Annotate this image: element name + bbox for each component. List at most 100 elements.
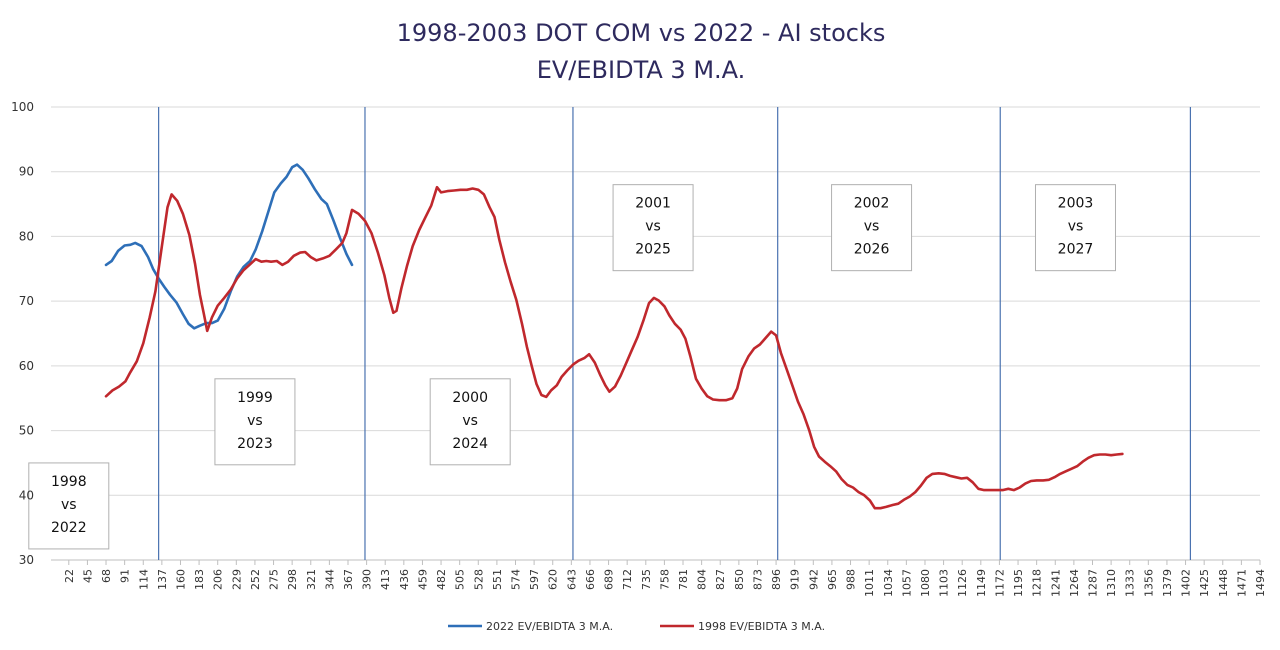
period-label-text: 2022 — [51, 520, 87, 536]
x-tick-label: 298 — [286, 569, 299, 590]
x-tick-label: 758 — [658, 569, 671, 590]
x-tick-label: 528 — [472, 569, 485, 590]
x-tick-label: 275 — [268, 569, 281, 590]
x-tick-label: 1241 — [1049, 569, 1062, 597]
period-label-box: 2000 vs 2024 — [429, 378, 511, 466]
x-tick-label: 1448 — [1217, 569, 1230, 597]
x-tick-label: 413 — [379, 569, 392, 590]
y-axis-ticks: 30 40 50 60 70 80 90 100 — [11, 100, 34, 567]
x-tick-label: 643 — [565, 569, 578, 590]
series-line-2022 — [104, 163, 354, 330]
x-tick-label: 68 — [100, 569, 113, 583]
period-label-frame — [612, 184, 694, 272]
x-tick-label: 942 — [807, 569, 820, 590]
period-label-box: 2001 vs 2025 — [612, 184, 694, 272]
y-tick-label: 60 — [19, 359, 34, 373]
x-tick-label: 206 — [212, 569, 225, 590]
x-tick-label: 965 — [826, 569, 839, 590]
x-tick-label: 1011 — [863, 569, 876, 597]
x-tick-label: 1034 — [882, 569, 895, 597]
gridlines — [51, 106, 1260, 561]
x-tick-label: 22 — [63, 569, 76, 583]
x-tick-label: 827 — [714, 569, 727, 590]
period-label-text: 2023 — [237, 436, 273, 452]
x-tick-label: 1379 — [1161, 569, 1174, 597]
x-tick-label: 1333 — [1124, 569, 1137, 597]
x-tick-label: 597 — [528, 569, 541, 590]
y-tick-label: 100 — [11, 100, 34, 114]
legend: 2022 EV/EBIDTA 3 M.A. 1998 EV/EBIDTA 3 M.… — [448, 620, 825, 633]
period-label-text: 2024 — [452, 436, 488, 452]
x-tick-label: 1057 — [900, 569, 913, 597]
period-label-frame — [1034, 184, 1116, 272]
x-tick-label: 1080 — [919, 569, 932, 597]
x-tick-label: 1425 — [1198, 569, 1211, 597]
x-tick-label: 1356 — [1142, 569, 1155, 597]
x-tick-label: 436 — [398, 569, 411, 590]
x-tick-label: 1149 — [975, 569, 988, 597]
period-label-box: 2002 vs 2026 — [831, 184, 913, 272]
period-label-text: 2027 — [1058, 242, 1094, 258]
period-label-frame — [831, 184, 913, 272]
chart-subtitle: EV/EBIDTA 3 M.A. — [537, 56, 746, 84]
x-tick-label: 367 — [342, 569, 355, 590]
x-tick-label: 160 — [174, 569, 187, 590]
period-label-box: 1998 vs 2022 — [28, 462, 110, 550]
y-tick-label: 50 — [19, 424, 34, 438]
x-tick-label: 1126 — [956, 569, 969, 597]
x-tick-label: 482 — [435, 569, 448, 590]
period-label-box: 1999 vs 2023 — [214, 378, 296, 466]
period-label-text: vs — [645, 219, 661, 235]
x-tick-label: 1264 — [1068, 569, 1081, 597]
x-tick-label: 873 — [751, 569, 764, 590]
x-tick-label: 252 — [249, 569, 262, 590]
x-tick-label: 459 — [416, 569, 429, 590]
x-tick-label: 390 — [361, 569, 374, 590]
x-tick-label: 229 — [230, 569, 243, 590]
period-label-text: 2002 — [854, 196, 890, 212]
period-label-text: vs — [462, 413, 478, 429]
x-tick-label: 183 — [193, 569, 206, 590]
series-lines — [104, 163, 1124, 510]
x-tick-label: 735 — [640, 569, 653, 590]
y-tick-label: 90 — [19, 165, 34, 179]
x-tick-label: 1402 — [1180, 569, 1193, 597]
x-tick-label: 505 — [454, 569, 467, 590]
period-divider-lines — [158, 107, 1192, 560]
x-tick-label: 45 — [81, 569, 94, 583]
x-tick-label: 551 — [491, 569, 504, 590]
x-tick-label: 666 — [584, 569, 597, 590]
period-label-text: 2000 — [452, 390, 488, 406]
x-tick-label: 689 — [603, 569, 616, 590]
x-tick-label: 919 — [789, 569, 802, 590]
x-tick-label: 344 — [323, 569, 336, 590]
x-tick-label: 1471 — [1235, 569, 1248, 597]
x-tick-label: 620 — [547, 569, 560, 590]
period-label-box: 2003 vs 2027 — [1034, 184, 1116, 272]
x-tick-label: 896 — [770, 569, 783, 590]
y-tick-label: 80 — [19, 229, 34, 243]
x-tick-label: 804 — [696, 569, 709, 590]
period-label-frame — [429, 378, 511, 466]
x-tick-label: 91 — [119, 569, 132, 583]
x-tick-label: 137 — [156, 569, 169, 590]
period-label-text: 2025 — [635, 242, 671, 258]
x-tick-label: 114 — [137, 569, 150, 590]
period-label-frame — [214, 378, 296, 466]
x-tick-label: 1310 — [1105, 569, 1118, 597]
x-tick-label: 712 — [621, 569, 634, 590]
x-tick-label: 321 — [305, 569, 318, 590]
period-label-frame — [28, 462, 110, 550]
period-label-text: vs — [1068, 219, 1084, 235]
y-tick-label: 70 — [19, 294, 34, 308]
x-tick-label: 988 — [845, 569, 858, 590]
x-tick-label: 850 — [733, 569, 746, 590]
period-label-text: 1999 — [237, 390, 273, 406]
legend-label: 2022 EV/EBIDTA 3 M.A. — [486, 620, 613, 633]
period-label-text: 2001 — [635, 196, 671, 212]
period-label-text: vs — [247, 413, 263, 429]
x-tick-label: 574 — [510, 569, 523, 590]
x-tick-label: 1195 — [1012, 569, 1025, 597]
